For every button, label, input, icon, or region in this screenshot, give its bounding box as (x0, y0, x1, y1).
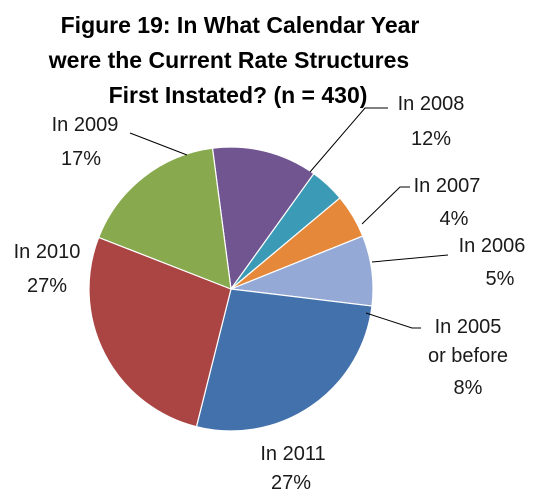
pie-slice-in-2009 (97, 147, 232, 290)
leader-line-in-2008 (309, 107, 388, 173)
pie-slice-in-2008 (211, 146, 315, 291)
chart-title: Figure 19: In What Calendar Year were th… (48, 12, 420, 108)
chart-title-line-2: were the Current Rate Structures (48, 47, 409, 73)
leader-lines (129, 107, 449, 329)
pie-slices (88, 146, 374, 432)
slice-value-in-2005-or-before: 8% (454, 377, 483, 399)
slice-labels: In 2008 12% In 2007 4% In 2006 5% In 2005 or be… (14, 93, 526, 493)
slice-value-in-2006: 5% (486, 268, 515, 290)
slice-label-in-2007-1: In 2007 (414, 175, 481, 197)
slice-value-in-2010: 27% (27, 275, 67, 297)
slice-value-in-2009: 17% (61, 148, 101, 170)
slice-value-in-2008: 12% (411, 128, 451, 150)
slice-label-in-2005-or-before-2: or before (428, 345, 508, 367)
slice-label-in-2005-or-before-1: In 2005 (435, 316, 502, 338)
pie-slice-in-2010 (88, 236, 232, 428)
slice-label-in-2010-1: In 2010 (14, 241, 81, 263)
pie-slice-in-2011 (195, 288, 373, 432)
slice-value-in-2007: 4% (440, 208, 469, 230)
leader-line-in-2007 (361, 186, 410, 225)
chart-title-line-3: First Instated? (n = 430) (109, 82, 368, 108)
leader-line-in-2005-or-before (365, 312, 421, 329)
slice-label-in-2008-1: In 2008 (398, 93, 465, 115)
slice-label-in-2011-1: In 2011 (260, 443, 325, 465)
leader-line-in-2009 (129, 132, 188, 156)
chart-title-line-1: Figure 19: In What Calendar Year (61, 12, 420, 38)
slice-label-in-2006-1: In 2006 (459, 235, 526, 257)
slice-label-in-2009-1: In 2009 (52, 114, 119, 136)
leader-line-in-2006 (371, 254, 449, 263)
slice-value-in-2011: 27% (271, 472, 311, 493)
